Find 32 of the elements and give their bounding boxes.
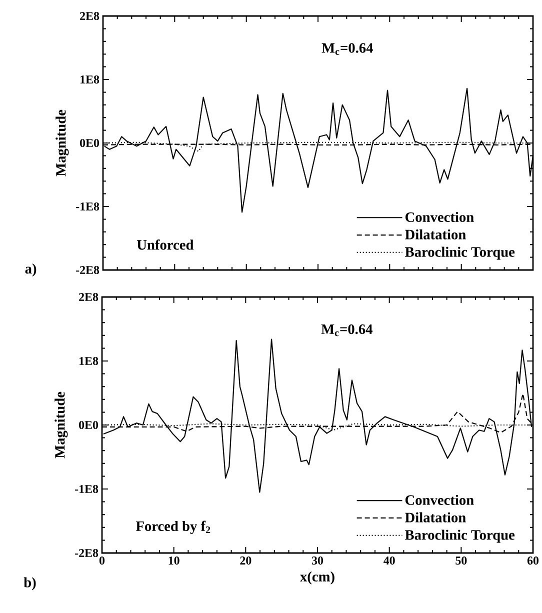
y-tick-label: 0E0 xyxy=(80,138,100,148)
y-axis-title: Magnitude xyxy=(56,110,69,176)
legend-label: Dilatation xyxy=(405,512,466,522)
legend-label: Convection xyxy=(405,212,474,222)
text: b) xyxy=(24,577,36,590)
x-tick-label: 40 xyxy=(384,556,395,565)
x-axis-title: x(cm) xyxy=(300,571,334,584)
x-tick-label: 30 xyxy=(312,556,324,565)
x-tick-label: 0 xyxy=(99,556,105,565)
x-tick-label: 50 xyxy=(456,556,467,565)
y-tick-label: -2E8 xyxy=(76,266,100,274)
annotation: M$_{c}$=0.64 xyxy=(322,43,373,55)
legend-label: Baroclinic Torque xyxy=(404,530,515,543)
text: a) xyxy=(25,263,36,276)
annotation: Unforced xyxy=(136,239,194,250)
y-tick-label: 0E0 xyxy=(79,420,98,430)
y-tick-label: 1E8 xyxy=(80,356,98,366)
y-tick-label: 2E8 xyxy=(80,12,100,20)
y-axis-title: Magnitude xyxy=(54,392,68,458)
y-tick-label: -1E8 xyxy=(76,202,100,211)
y-tick-label: -1E8 xyxy=(75,484,98,494)
annotation: Forced by f$_{2}$ xyxy=(136,520,210,534)
y-tick-label: 1E8 xyxy=(80,75,100,84)
legend-label: Baroclinic Torque xyxy=(405,246,515,260)
legend-label: Dilatation xyxy=(405,229,466,240)
legend-label: Convection xyxy=(405,494,474,505)
y-tick-label: 2E8 xyxy=(79,292,98,302)
x-tick-label: 20 xyxy=(240,556,252,565)
y-tick-label: -2E8 xyxy=(75,548,98,558)
x-tick-label: 10 xyxy=(168,556,180,565)
annotation: M$_{c}$=0.64 xyxy=(321,324,372,336)
x-tick-label: 60 xyxy=(527,556,539,565)
